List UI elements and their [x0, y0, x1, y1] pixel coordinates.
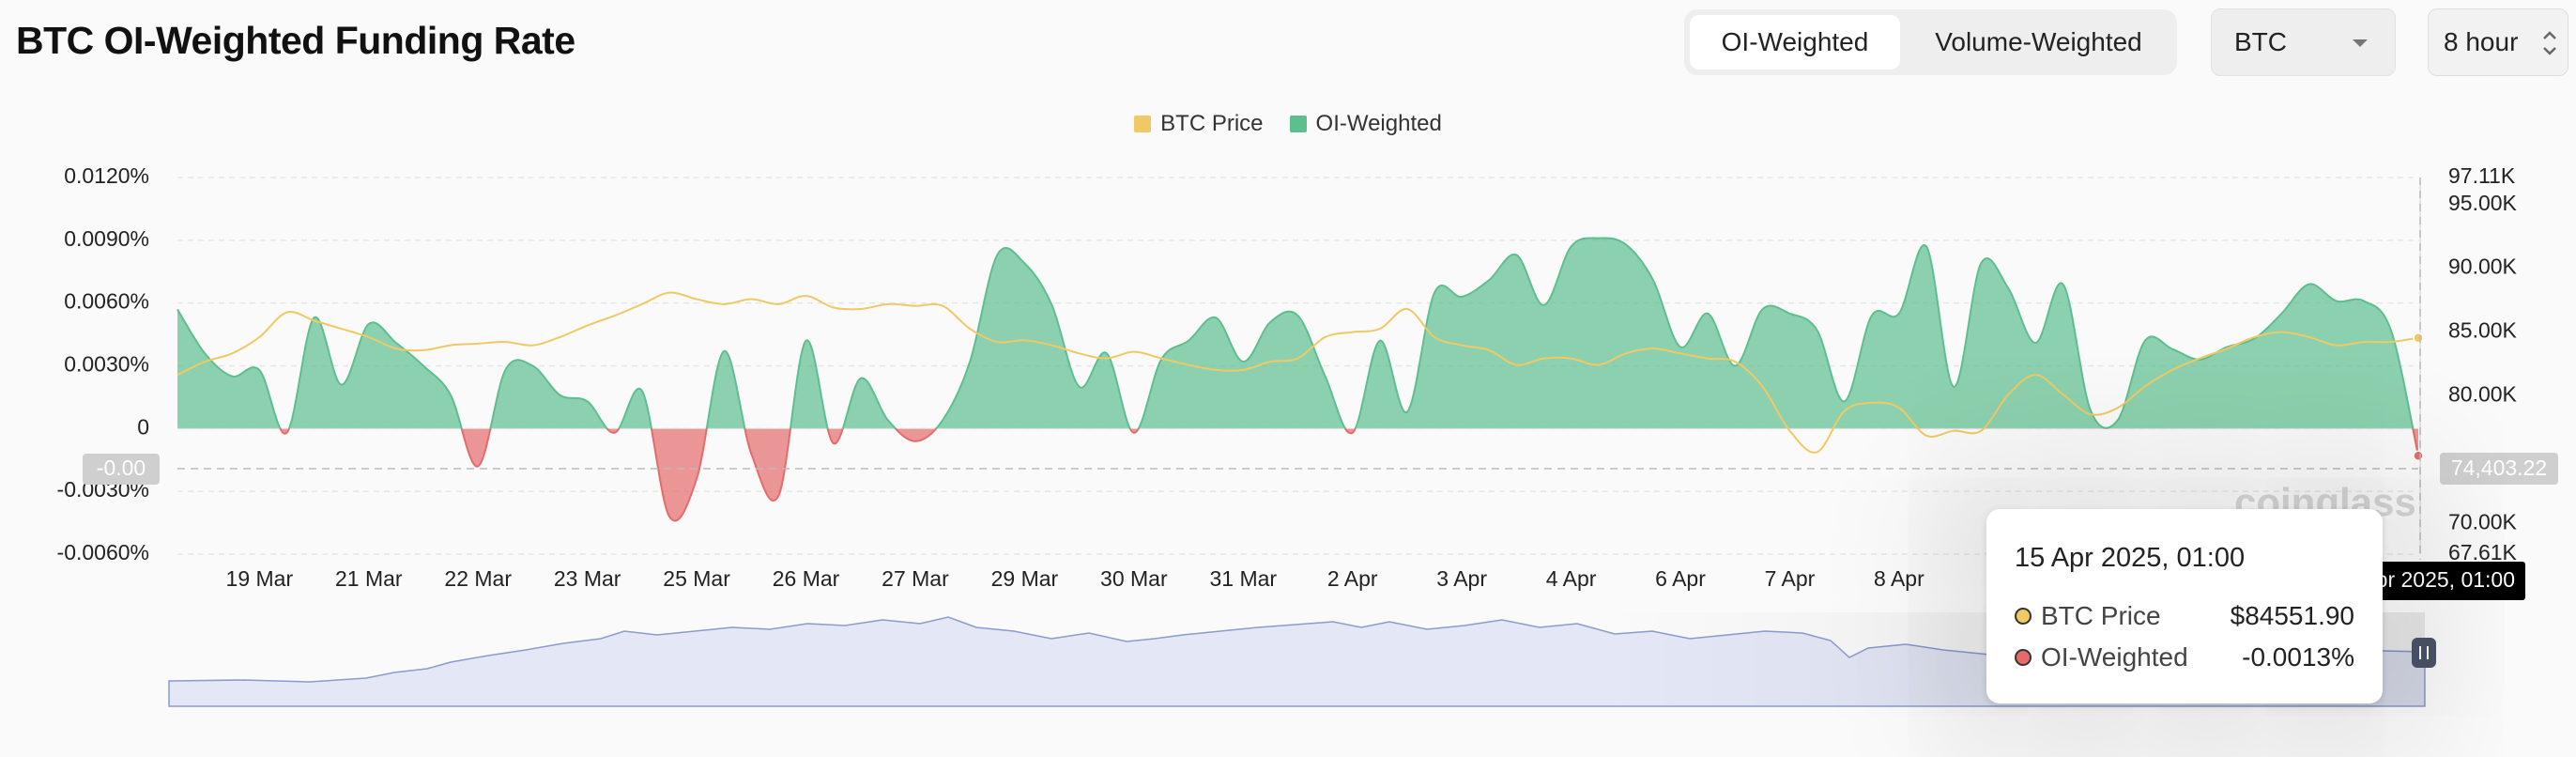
- tooltip-row: BTC Price $84551.90: [2015, 597, 2354, 635]
- hover-dot: [2413, 450, 2424, 462]
- y2-tick-label: 67.61K: [2448, 540, 2518, 564]
- tooltip-row: OI-Weighted -0.0013%: [2015, 639, 2354, 676]
- x-tick-label: 4 Apr: [1546, 566, 1597, 591]
- x-tick-label: 23 Mar: [554, 566, 621, 591]
- y-tick-label: 0: [137, 414, 149, 439]
- symbol: BTC: [2234, 27, 2287, 56]
- x-tick-label: 3 Apr: [1436, 566, 1487, 591]
- symbol-select[interactable]: BTC: [2211, 8, 2396, 76]
- x-tick-label: 26 Mar: [773, 566, 840, 591]
- crosshair-y2-label: 74,403.22: [2451, 456, 2547, 480]
- y2-tick-label: 80.00K: [2448, 382, 2518, 407]
- y-tick-label: 0.0120%: [64, 163, 149, 188]
- legend-swatch: [1134, 116, 1152, 132]
- x-tick-label: 8 Apr: [1874, 566, 1924, 591]
- x-tick-label: 6 Apr: [1655, 566, 1706, 591]
- interval: 8 hour: [2444, 27, 2519, 56]
- legend-item[interactable]: BTC Price: [1134, 111, 1264, 137]
- tooltip-title: 15 Apr 2025, 01:00: [2015, 543, 2246, 573]
- crosshair-y-label: -0.00: [97, 456, 146, 480]
- y2-tick-label: 95.00K: [2448, 191, 2518, 215]
- legend-swatch: [1289, 116, 1307, 132]
- crosshair-y-box: [83, 454, 160, 485]
- y2-tick-label: 70.00K: [2448, 510, 2518, 534]
- interval-select[interactable]: 8 hour: [2428, 8, 2568, 76]
- legend-label: BTC Price: [1160, 111, 1264, 136]
- funding-line: [176, 237, 2419, 522]
- x-tick-label: 7 Apr: [1765, 566, 1816, 591]
- legend: BTC Price OI-Weighted: [0, 111, 2576, 137]
- x-tick-label: 31 Mar: [1209, 566, 1277, 591]
- x-tick-label: 21 Mar: [335, 566, 403, 591]
- x-tick-label: 30 Mar: [1100, 566, 1168, 591]
- navigator-handle[interactable]: [2412, 638, 2436, 668]
- area-fill: [177, 238, 2418, 521]
- x-tick-label: 29 Mar: [991, 566, 1059, 591]
- y-tick-label: -0.0060%: [57, 540, 149, 564]
- x-tick-label: 22 Mar: [444, 566, 512, 591]
- y-tick-label: 0.0030%: [64, 352, 149, 377]
- legend-item[interactable]: OI-Weighted: [1289, 111, 1442, 137]
- stepper: [2543, 31, 2556, 55]
- price-line: [176, 291, 2419, 454]
- tab-active[interactable]: OI-Weighted: [1690, 15, 1900, 70]
- y2-tick-label: 90.00K: [2448, 255, 2518, 279]
- tab[interactable]: Volume-Weighted: [1935, 27, 2142, 56]
- crosshair-y2-box: [2440, 453, 2558, 485]
- x-tick-label: 19 Mar: [226, 566, 294, 591]
- tooltip-dot: [2015, 649, 2032, 666]
- weighting-tabs: OI-Weighted Volume-Weighted: [1684, 9, 2177, 75]
- tooltip-value: -0.0013%: [2242, 642, 2354, 672]
- page-title: BTC OI-Weighted Funding Rate: [16, 19, 575, 62]
- x-tick-label: 27 Mar: [882, 566, 949, 591]
- x-tick-label: 2 Apr: [1327, 566, 1378, 591]
- tooltip-name: BTC Price: [2041, 601, 2161, 630]
- y2-tick-label: 97.11K: [2448, 163, 2516, 188]
- y2-tick-label: 85.00K: [2448, 318, 2518, 343]
- hover-dot: [2413, 332, 2424, 344]
- tooltip: 15 Apr 2025, 01:00 BTC Price $84551.90 O…: [1986, 509, 2383, 703]
- y-tick-label: 0.0090%: [64, 226, 149, 251]
- tooltip-dot: [2015, 608, 2032, 625]
- legend-label: OI-Weighted: [1315, 111, 1442, 136]
- y-tick-label: 0.0060%: [64, 289, 149, 314]
- caret: [2353, 39, 2368, 47]
- tooltip-value: $84551.90: [2230, 601, 2354, 630]
- x-tick-label: 25 Mar: [663, 566, 730, 591]
- tooltip-name: OI-Weighted: [2041, 642, 2188, 672]
